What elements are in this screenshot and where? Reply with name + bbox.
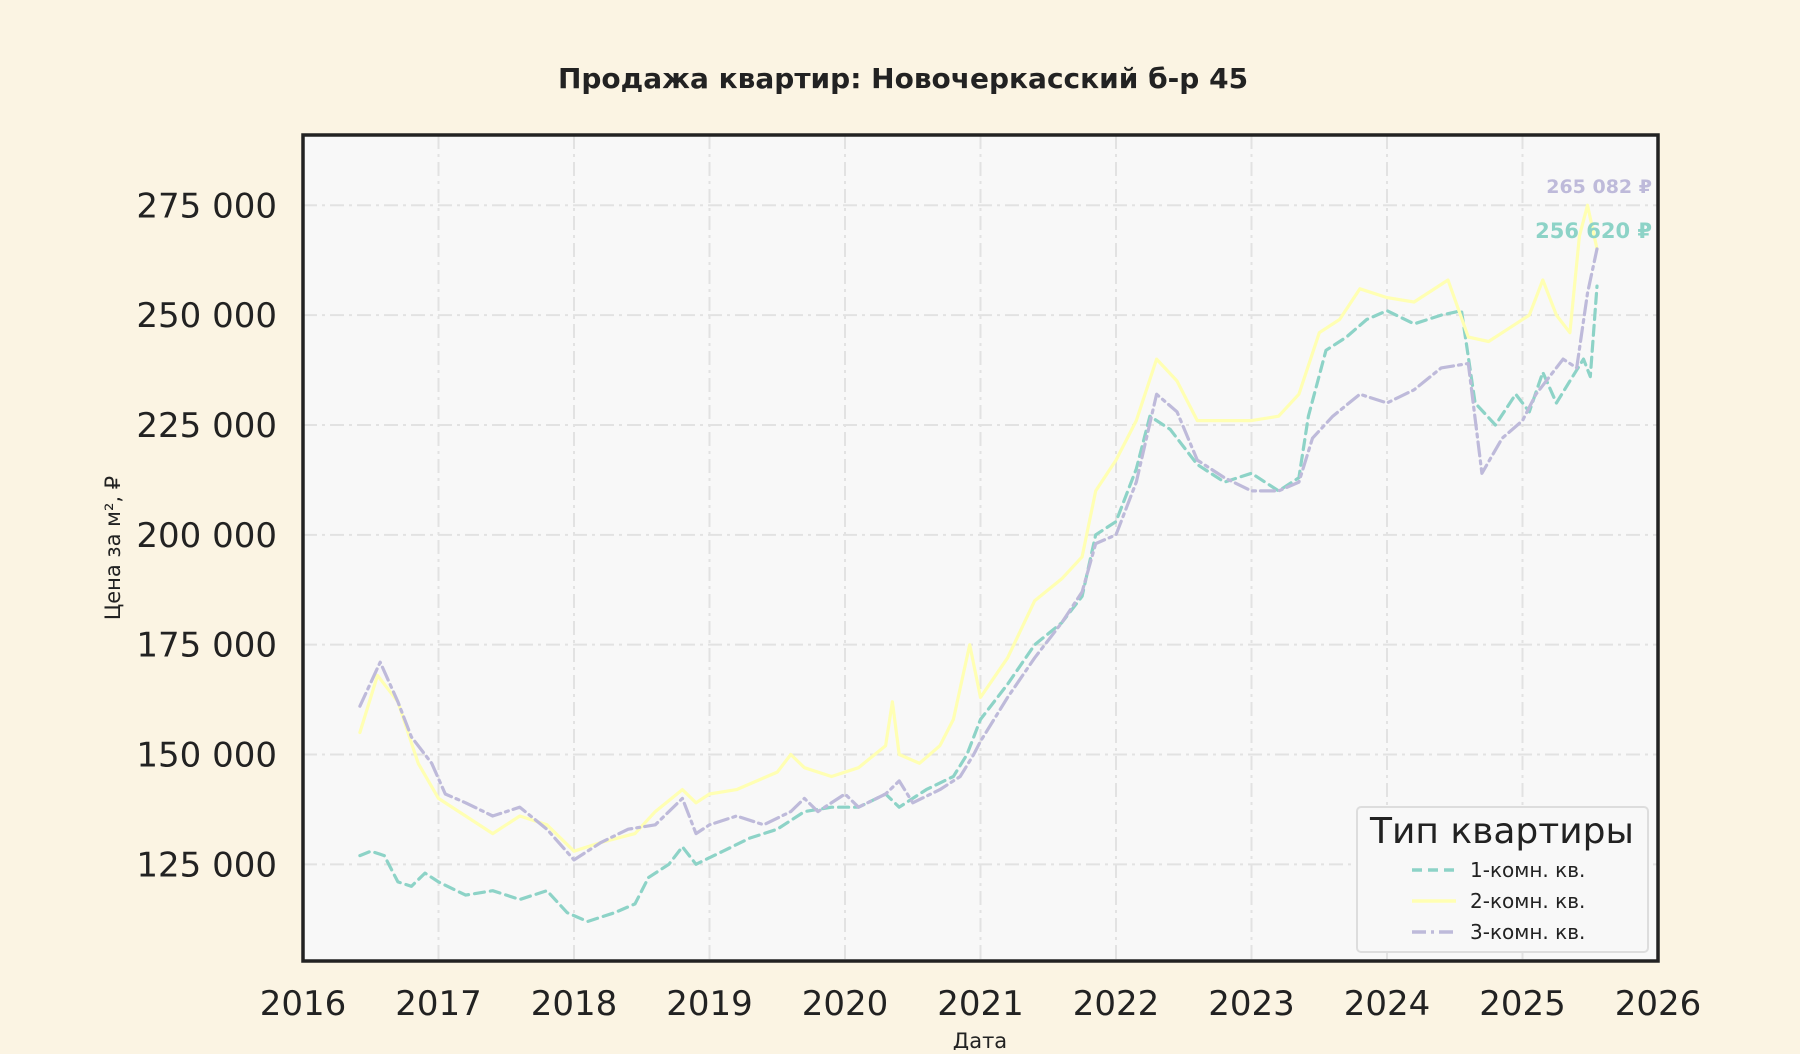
end-value-label: 256 620 ₽ (1535, 219, 1652, 243)
end-value-label: 265 082 ₽ (1546, 176, 1652, 198)
end-labels: 265 082 ₽ 256 620 ₽ (1535, 176, 1652, 243)
y-tick-label: 275 000 (136, 186, 277, 226)
x-tick-label: 2026 (1615, 984, 1702, 1024)
x-axis-ticks: 2016 2017 2018 2019 2020 2021 2022 2023 2024 2025… (260, 984, 1702, 1024)
y-tick-label: 150 000 (136, 736, 277, 776)
series-line-3 (358, 247, 1599, 862)
x-tick-label: 2024 (1344, 984, 1431, 1024)
x-tick-label: 2017 (395, 984, 482, 1024)
y-tick-label: 125 000 (136, 845, 277, 885)
legend-box (1356, 806, 1649, 953)
legend-label: 3-комн. кв. (1470, 920, 1585, 944)
x-tick-label: 2018 (531, 984, 618, 1024)
series-layer (358, 203, 1599, 924)
x-tick-label: 2025 (1479, 984, 1566, 1024)
plot-frame (301, 133, 1660, 963)
legend-items: 1-комн. кв. 2-комн. кв. 3-комн. кв. (1412, 858, 1585, 944)
series-line-1 (358, 284, 1599, 924)
legend-label: 2-комн. кв. (1470, 889, 1585, 913)
legend-label: 1-комн. кв. (1470, 858, 1585, 882)
x-tick-label: 2022 (1073, 984, 1160, 1024)
y-axis-label: Цена за м², ₽ (101, 476, 125, 620)
chart-title: Продажа квартир: Новочеркасский б-р 45 (558, 62, 1248, 95)
y-tick-label: 200 000 (136, 516, 277, 556)
y-tick-label: 250 000 (136, 296, 277, 336)
y-tick-label: 175 000 (136, 626, 277, 666)
legend: Тип квартиры 1-комн. кв. 2-комн. кв. 3-ком… (1356, 806, 1649, 953)
x-tick-label: 2019 (666, 984, 753, 1024)
y-tick-label: 225 000 (136, 406, 277, 446)
x-tick-label: 2023 (1208, 984, 1295, 1024)
x-axis-label: Дата (953, 1029, 1007, 1050)
y-axis-ticks: 125 000 150 000 175 000 200 000 225 000 250 0… (136, 186, 277, 885)
legend-title: Тип квартиры (1369, 811, 1634, 852)
x-tick-label: 2016 (260, 984, 347, 1024)
x-tick-label: 2021 (937, 984, 1024, 1024)
x-tick-label: 2020 (802, 984, 889, 1024)
grid-horizontal (303, 204, 1658, 866)
